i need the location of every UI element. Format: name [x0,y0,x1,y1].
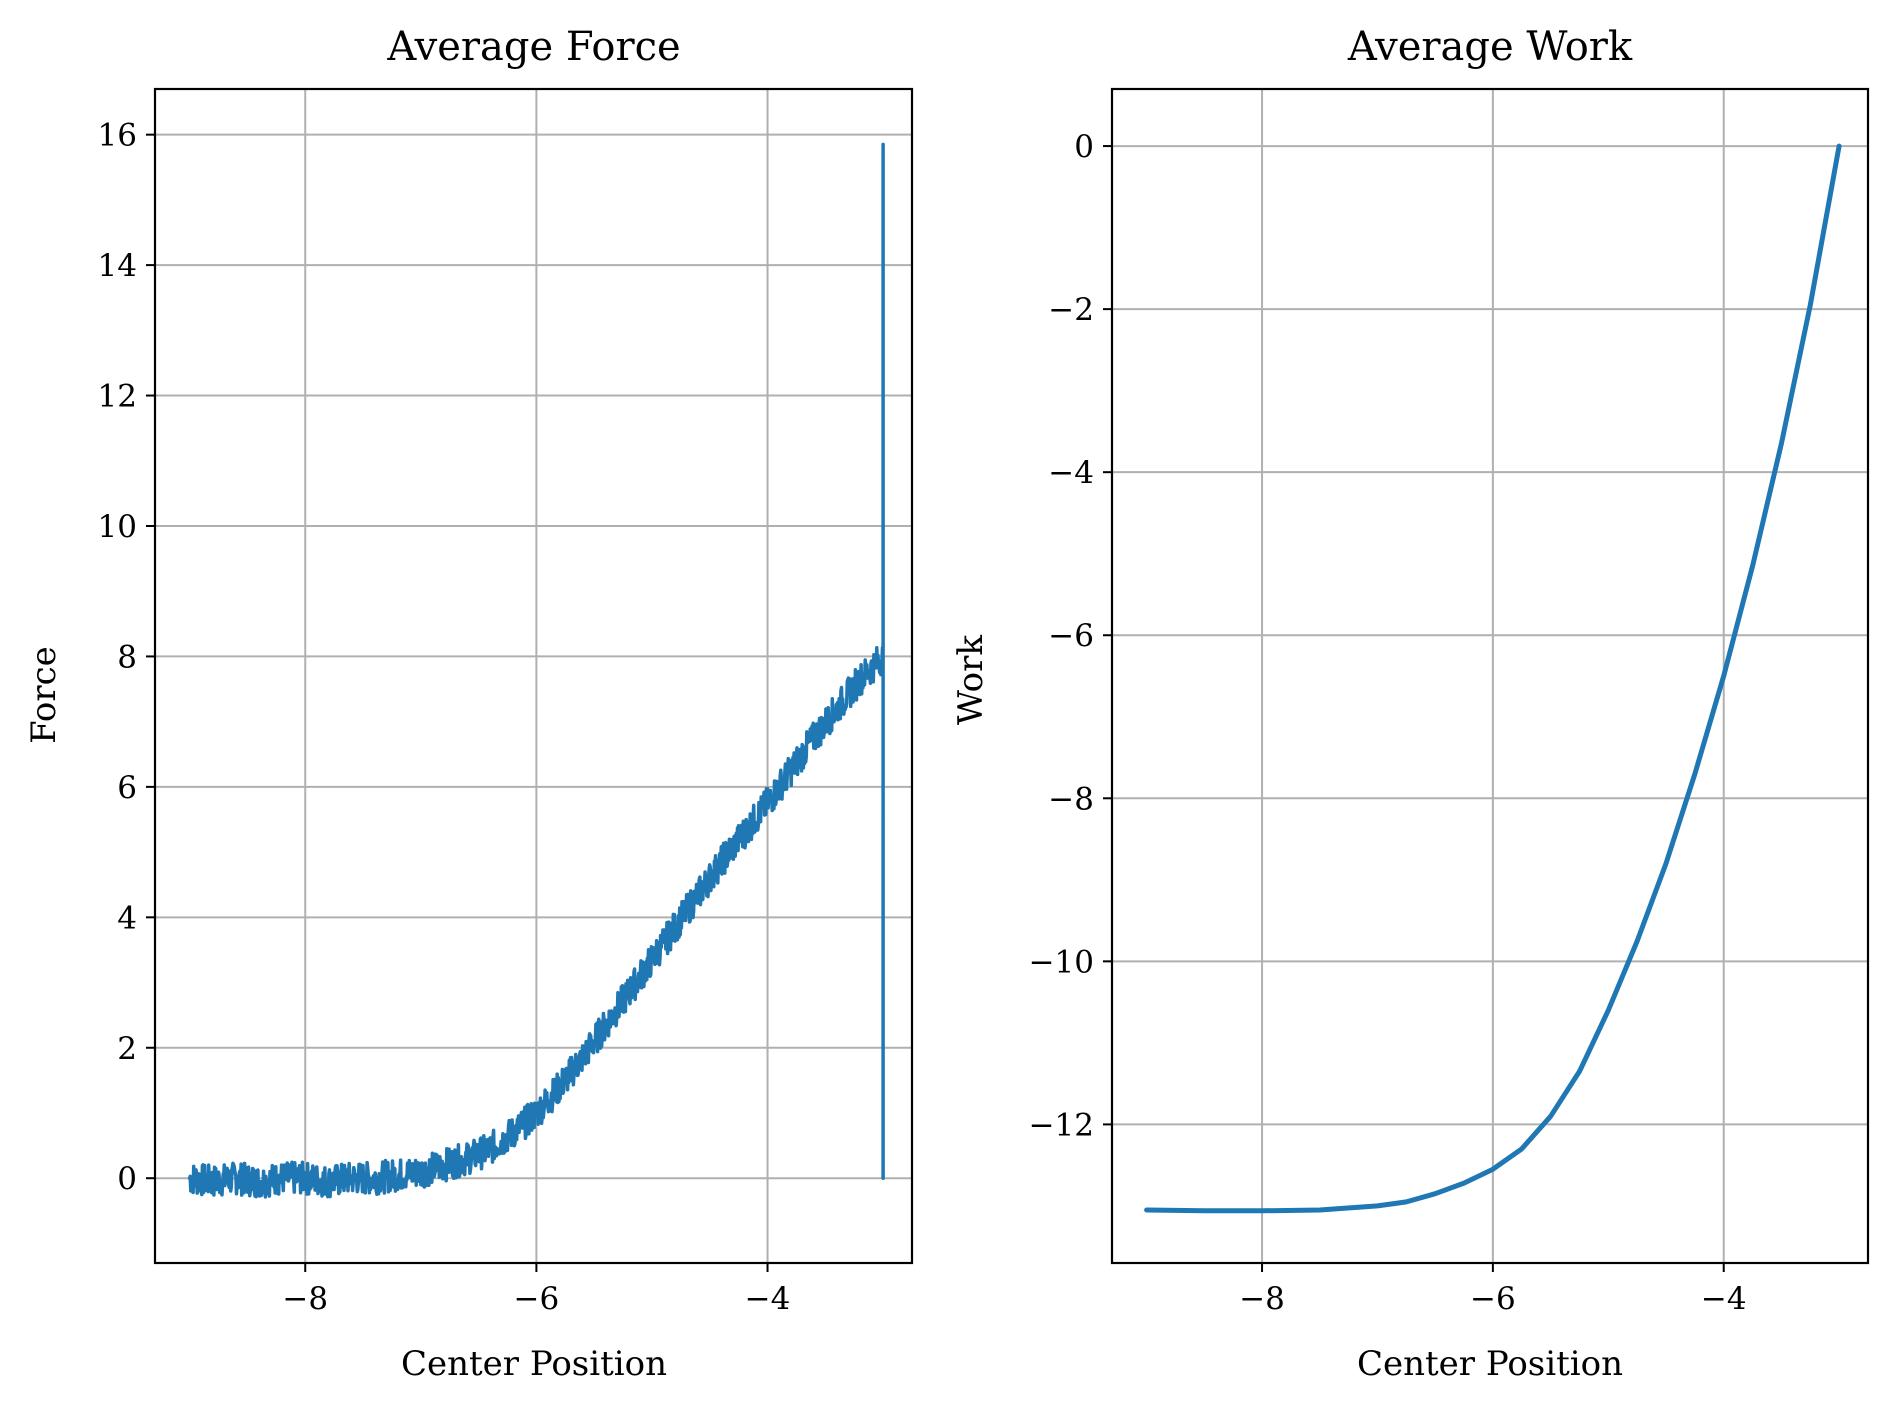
force-ytick-label: 8 [117,639,137,675]
work-series-line [1144,143,1842,1214]
force-ylabel: Force [24,646,64,744]
force-title: Average Force [386,24,680,70]
force-ytick-label: 4 [117,900,137,936]
work-ytick-label: −6 [1048,618,1094,654]
work-xtick-label: −6 [1470,1281,1516,1317]
work-xtick-label: −8 [1239,1281,1285,1317]
force-ytick-label: 10 [98,509,137,545]
force-axes-frame [153,87,914,1265]
force-ytick-label: 12 [98,379,137,415]
work-ytick-label: −4 [1048,455,1094,491]
work-ytick-label: −10 [1029,944,1094,980]
work-ylabel: Work [951,635,991,725]
work-title: Average Work [1347,24,1633,70]
force-ytick-label: 14 [98,248,137,284]
work-ytick-label: −2 [1048,292,1094,328]
force-ytick-label: 0 [117,1161,137,1197]
force-series-line [187,142,885,1199]
work-panel: Average Work Center Position Work −8 −6 −4… [951,24,1870,1384]
force-ytick-label: 2 [117,1031,137,1067]
force-ytick-label: 16 [98,118,137,154]
force-ytick-label: 6 [117,770,137,806]
work-axes-frame [1110,87,1870,1265]
force-xtick-label: −8 [282,1281,328,1317]
work-xlabel: Center Position [1357,1344,1623,1384]
work-xtick-label: −4 [1701,1281,1747,1317]
work-ytick-label: 0 [1074,129,1094,165]
force-xlabel: Center Position [401,1344,667,1384]
force-xtick-label: −6 [514,1281,560,1317]
work-ytick-label: −8 [1048,781,1094,817]
work-ytick-label: −12 [1029,1107,1094,1143]
force-panel: Average Force Center Position Force −8 −6… [24,24,914,1384]
force-xtick-label: −4 [745,1281,791,1317]
